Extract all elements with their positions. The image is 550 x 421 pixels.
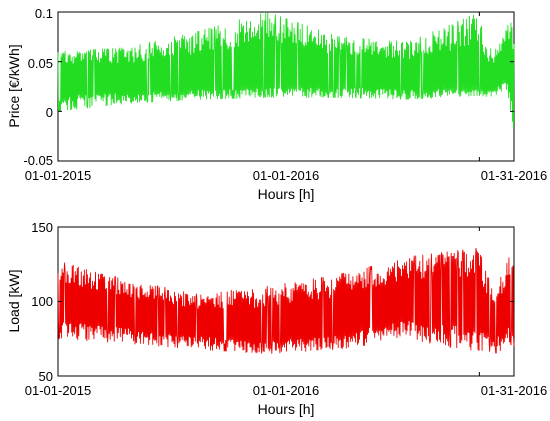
load-ytick-label: 150 (31, 220, 53, 235)
price-xtick-label: 01-31-2016 (481, 168, 548, 183)
load-ticks (57, 226, 515, 377)
load-ytick-label: 50 (39, 369, 53, 384)
series-trace (57, 247, 515, 354)
series-trace (57, 12, 515, 129)
load-chart: 50 100 150 01-01-2015 01-01-2016 01-31-2… (6, 220, 547, 417)
price-ticks (57, 11, 515, 162)
load-series-line (57, 247, 515, 354)
price-ytick-label: 0.05 (28, 56, 53, 71)
price-ytick-label: 0.1 (35, 6, 53, 21)
load-xaxis-title: Hours [h] (258, 401, 315, 417)
price-ytick-label: -0.05 (23, 153, 53, 168)
price-chart: -0.05 0 0.05 0.1 01-01-2015 01-01-2016 0… (6, 6, 547, 202)
load-ytick-label: 100 (31, 294, 53, 309)
load-yaxis-title: Load [kW] (6, 269, 22, 332)
price-ytick-label: 0 (46, 105, 53, 120)
load-xtick-label: 01-01-2015 (25, 383, 92, 398)
load-xtick-label: 01-01-2016 (253, 383, 320, 398)
price-yaxis-title: Price [€/kWh] (6, 44, 22, 127)
load-xtick-label: 01-31-2016 (481, 383, 548, 398)
price-series-line (57, 12, 515, 129)
price-xtick-label: 01-01-2016 (253, 168, 320, 183)
price-xaxis-title: Hours [h] (258, 186, 315, 202)
price-xtick-label: 01-01-2015 (25, 168, 92, 183)
